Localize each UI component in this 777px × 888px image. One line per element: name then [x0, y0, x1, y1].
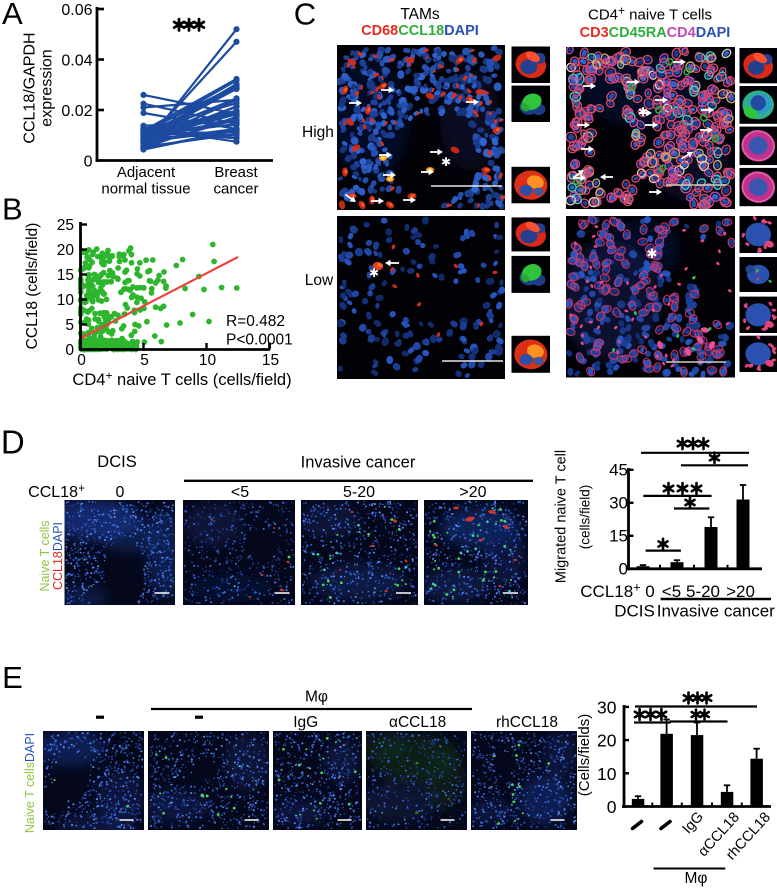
svg-text:0.04: 0.04: [61, 53, 92, 70]
svg-text:25: 25: [57, 217, 74, 234]
svg-text:0.06: 0.06: [61, 2, 92, 19]
svg-text:15: 15: [57, 267, 74, 284]
svg-text:CD68CCL18DAPI: CD68CCL18DAPI: [361, 23, 479, 39]
svg-text:Naive T cells: Naive T cells: [38, 520, 52, 591]
svg-text:C: C: [294, 0, 316, 31]
svg-text:✱: ✱: [369, 266, 379, 280]
svg-text:IgG: IgG: [679, 809, 707, 837]
svg-text:DCIS: DCIS: [97, 453, 136, 471]
svg-text:normal tissue: normal tissue: [101, 181, 190, 198]
svg-text:CCL18/GAPDH: CCL18/GAPDH: [22, 32, 39, 143]
svg-text:0.02: 0.02: [61, 103, 92, 120]
svg-text:30: 30: [609, 493, 628, 512]
svg-text:Mφ: Mφ: [685, 870, 708, 887]
svg-text:CCL18 (cells/field): CCL18 (cells/field): [24, 223, 41, 350]
svg-text:0: 0: [84, 154, 93, 171]
svg-text:expression: expression: [39, 49, 56, 126]
svg-text:Breast: Breast: [214, 164, 258, 181]
svg-text:10: 10: [199, 352, 217, 369]
svg-text:5-20: 5-20: [686, 582, 720, 601]
svg-text:0: 0: [607, 797, 617, 817]
svg-text:45: 45: [609, 460, 628, 479]
svg-text:cancer: cancer: [213, 181, 258, 198]
svg-text:D: D: [1, 424, 25, 461]
svg-text:CCL18+: CCL18+: [580, 581, 640, 602]
svg-text:<5: <5: [662, 582, 681, 601]
svg-text:CCL18DAPI: CCL18DAPI: [51, 522, 65, 590]
svg-text:15: 15: [262, 352, 279, 369]
svg-text:Migrated naive T cell: Migrated naive T cell: [554, 450, 570, 583]
svg-text:Invasive cancer: Invasive cancer: [301, 454, 416, 472]
svg-text:0: 0: [65, 342, 74, 359]
svg-text:0: 0: [77, 352, 86, 369]
svg-text:0: 0: [619, 559, 628, 578]
svg-text:✱: ✱: [638, 105, 648, 119]
svg-text:5: 5: [140, 352, 149, 369]
svg-text:αCCL18: αCCL18: [389, 714, 446, 731]
svg-text:>20: >20: [726, 582, 755, 601]
svg-text:0: 0: [116, 484, 125, 501]
svg-text:(Cells/fields): (Cells/fields): [576, 714, 593, 797]
svg-text:✱: ✱: [441, 155, 451, 169]
svg-text:15: 15: [609, 526, 628, 545]
svg-text:20: 20: [57, 242, 75, 259]
svg-text:P<0.0001: P<0.0001: [226, 332, 293, 349]
svg-text:TAMs: TAMs: [400, 6, 440, 23]
svg-text:Adjacent: Adjacent: [117, 164, 176, 181]
svg-text:CCL18+: CCL18+: [28, 481, 85, 501]
svg-text:B: B: [2, 192, 23, 227]
svg-text:Mφ: Mφ: [305, 689, 328, 706]
svg-text:High: High: [302, 124, 334, 141]
svg-text:5-20: 5-20: [343, 484, 375, 501]
svg-text:>20: >20: [459, 484, 486, 501]
svg-text:A: A: [2, 0, 23, 31]
svg-text:CD4+ naive T cells (cells/fiel: CD4+ naive T cells (cells/field): [72, 369, 291, 390]
svg-text:E: E: [2, 660, 23, 695]
svg-text:✱: ✱: [647, 246, 658, 261]
svg-text:Low: Low: [305, 272, 334, 289]
svg-text:DCIS: DCIS: [614, 602, 655, 621]
svg-text:20: 20: [597, 731, 617, 751]
svg-text:Invasive cancer: Invasive cancer: [657, 602, 775, 621]
svg-text:(cells/field): (cells/field): [578, 485, 593, 550]
svg-text:10: 10: [57, 292, 75, 309]
svg-text:10: 10: [597, 764, 617, 784]
svg-text:<5: <5: [231, 484, 249, 501]
svg-text:IgG: IgG: [293, 714, 318, 731]
svg-text:30: 30: [597, 697, 617, 717]
svg-text:0: 0: [645, 582, 654, 601]
svg-text:CD4+ naive T cells: CD4+ naive T cells: [588, 4, 712, 24]
svg-text:5: 5: [65, 317, 74, 334]
svg-text:CD3CD45RACD4DAPI: CD3CD45RACD4DAPI: [580, 25, 731, 41]
svg-text:Naive T cellsDAPI: Naive T cellsDAPI: [23, 733, 37, 833]
svg-text:R=0.482: R=0.482: [226, 313, 285, 330]
svg-text:rhCCL18: rhCCL18: [496, 714, 558, 731]
